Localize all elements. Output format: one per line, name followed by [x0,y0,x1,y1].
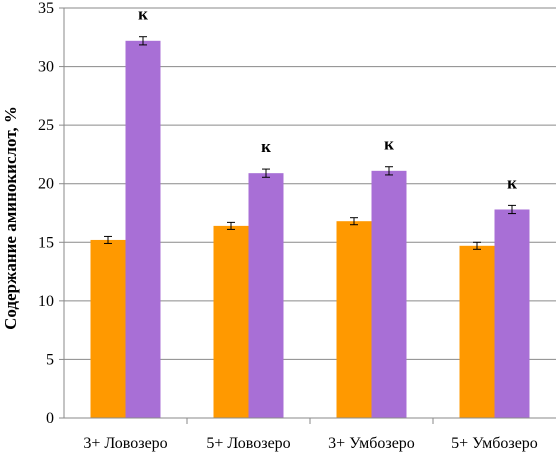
x-category-label-1: 5+ Ловозеро [206,435,290,452]
bars [90,40,530,419]
x-category-labels: 3+ Ловозеро 5+ Ловозеро 3+ Умбозеро 5+ Умбо… [83,435,537,452]
annotation-s1-c2: к [384,135,394,154]
error-bar-s1-c3 [508,204,516,215]
y-tick-label-6: 30 [38,59,54,76]
bar-s0-c3 [459,245,495,418]
x-category-label-3: 5+ Умбозеро [451,435,538,452]
bar-s1-c0 [125,40,161,419]
y-tick-label-0: 0 [46,410,54,427]
error-bars [104,36,516,250]
error-bar-s0-c2 [350,217,358,226]
error-bar-s0-c0 [104,235,112,244]
bar-s1-c3 [494,209,530,418]
x-category-label-0: 3+ Ловозеро [83,435,167,452]
y-tick-label-4: 20 [38,176,54,193]
y-tick-label-3: 15 [38,234,54,251]
annotations: к к к к [138,5,517,193]
annotation-s1-c3: к [507,173,517,192]
y-tick-label-7: 35 [38,0,54,17]
y-axis-label: Содержание аминокислот, % [1,106,20,330]
y-tick-labels: 0 5 10 15 20 25 30 35 [38,0,54,427]
error-bar-s1-c0 [139,36,147,46]
y-tick-label-2: 10 [38,293,54,310]
bar-s1-c2 [371,170,407,418]
annotation-s1-c0: к [138,5,148,24]
error-bar-s1-c2 [385,166,393,176]
annotation-s1-c1: к [261,137,271,156]
bar-s0-c2 [336,221,372,418]
error-bar-s1-c1 [262,168,270,178]
axes [63,8,556,424]
bar-s1-c1 [248,173,284,418]
error-bar-s0-c1 [227,221,235,230]
bar-s0-c1 [213,225,249,418]
y-tick-label-5: 25 [38,117,54,134]
x-category-label-2: 3+ Умбозеро [328,435,415,452]
y-tick-label-1: 5 [46,351,54,368]
bar-s0-c0 [90,239,126,418]
error-bar-s0-c3 [473,241,481,250]
